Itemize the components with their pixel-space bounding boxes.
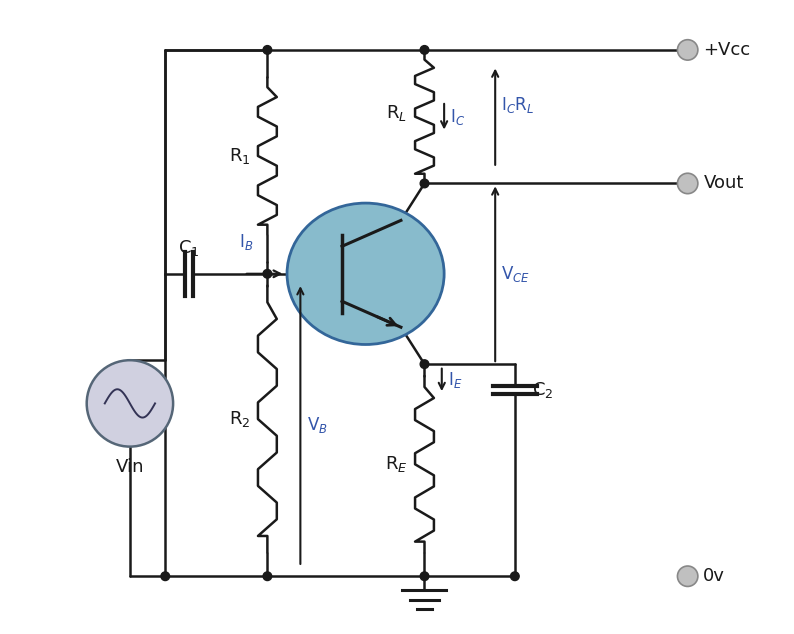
Circle shape (677, 566, 698, 586)
Circle shape (420, 572, 429, 581)
Text: C$_2$: C$_2$ (532, 380, 553, 400)
Text: C$_1$: C$_1$ (178, 238, 199, 258)
Text: R$_1$: R$_1$ (229, 146, 250, 166)
Text: I$_E$: I$_E$ (448, 370, 462, 390)
Text: +Vcc: +Vcc (703, 41, 750, 59)
Circle shape (677, 173, 698, 193)
Text: 0v: 0v (703, 567, 725, 585)
Circle shape (420, 46, 429, 55)
Circle shape (161, 572, 170, 581)
Text: I$_B$: I$_B$ (239, 232, 253, 252)
Text: V$_{CE}$: V$_{CE}$ (502, 264, 530, 284)
Text: V$_B$: V$_B$ (306, 415, 327, 435)
Circle shape (263, 46, 272, 55)
Text: I$_C$: I$_C$ (450, 107, 465, 127)
Text: R$_2$: R$_2$ (229, 409, 250, 429)
Text: Vin: Vin (116, 458, 145, 476)
Text: I$_C$R$_L$: I$_C$R$_L$ (502, 95, 534, 115)
Circle shape (420, 360, 429, 368)
Text: Vout: Vout (703, 174, 744, 193)
Circle shape (511, 572, 519, 581)
Circle shape (263, 269, 272, 278)
Text: R$_E$: R$_E$ (384, 455, 407, 474)
Circle shape (263, 572, 272, 581)
Circle shape (420, 179, 429, 188)
Ellipse shape (287, 203, 444, 344)
Text: R$_L$: R$_L$ (386, 103, 407, 123)
Circle shape (87, 360, 173, 446)
Circle shape (677, 40, 698, 60)
